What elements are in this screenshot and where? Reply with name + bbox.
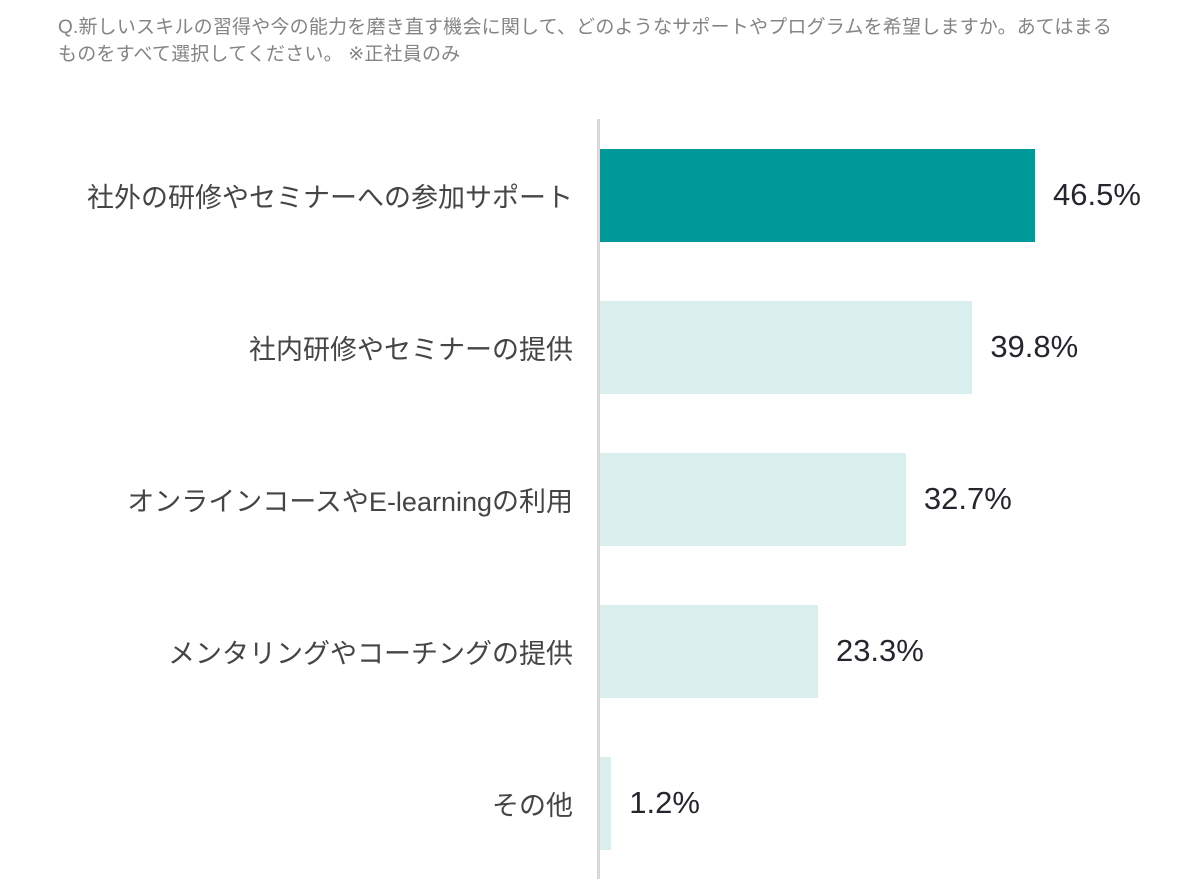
value-label: 39.8% xyxy=(990,329,1079,364)
bar-row: その他 1.2% xyxy=(0,727,1200,879)
bar xyxy=(600,148,1035,242)
bar-row: メンタリングやコーチングの提供 23.3% xyxy=(0,575,1200,727)
bar-row: 社内研修やセミナーの提供 39.8% xyxy=(0,271,1200,423)
category-label: オンラインコースやE-learningの利用 xyxy=(127,486,573,517)
y-axis-line xyxy=(597,119,600,879)
bar xyxy=(600,756,612,850)
chart-title: Q.新しいスキルの習得や今の能力を磨き直す機会に関して、どのようなサポートやプロ… xyxy=(58,14,1112,68)
category-label: 社内研修やセミナーの提供 xyxy=(249,334,573,365)
chart-title-line-1: Q.新しいスキルの習得や今の能力を磨き直す機会に関して、どのようなサポートやプロ… xyxy=(58,17,1113,38)
value-label: 32.7% xyxy=(923,481,1012,516)
value-label: 23.3% xyxy=(835,633,924,668)
category-label: 社外の研修やセミナーへの参加サポート xyxy=(87,182,573,213)
category-label: その他 xyxy=(492,790,573,821)
chart-title-line-2: ものをすべて選択してください。 ※正社員のみ xyxy=(58,44,461,65)
bar-row: オンラインコースやE-learningの利用 32.7% xyxy=(0,423,1200,575)
value-label: 46.5% xyxy=(1053,177,1141,212)
bar xyxy=(600,604,818,698)
bar xyxy=(600,452,906,546)
bar-chart: 社外の研修やセミナーへの参加サポート 46.5% 社内研修やセミナーの提供 39.8%… xyxy=(0,119,1200,879)
bar xyxy=(600,300,973,394)
category-label: メンタリングやコーチングの提供 xyxy=(168,638,573,669)
value-label: 1.2% xyxy=(629,785,700,820)
bar-row: 社外の研修やセミナーへの参加サポート 46.5% xyxy=(0,119,1200,271)
